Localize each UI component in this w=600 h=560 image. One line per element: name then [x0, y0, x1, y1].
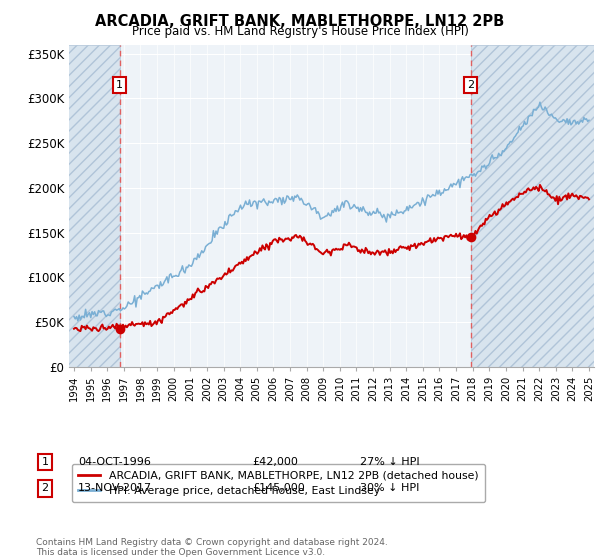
- Text: 1: 1: [41, 457, 49, 467]
- Text: 13-NOV-2017: 13-NOV-2017: [78, 483, 152, 493]
- Text: 04-OCT-1996: 04-OCT-1996: [78, 457, 151, 467]
- Text: 27% ↓ HPI: 27% ↓ HPI: [360, 457, 419, 467]
- Text: £145,000: £145,000: [252, 483, 305, 493]
- Text: 1: 1: [116, 80, 123, 90]
- Bar: [65, 45, 119, 367]
- Text: Contains HM Land Registry data © Crown copyright and database right 2024.
This d: Contains HM Land Registry data © Crown c…: [36, 538, 388, 557]
- Legend: ARCADIA, GRIFT BANK, MABLETHORPE, LN12 2PB (detached house), HPI: Average price,: ARCADIA, GRIFT BANK, MABLETHORPE, LN12 2…: [72, 464, 485, 502]
- Text: £42,000: £42,000: [252, 457, 298, 467]
- Bar: [470, 45, 598, 367]
- Text: 2: 2: [41, 483, 49, 493]
- Text: 2: 2: [467, 80, 474, 90]
- Text: Price paid vs. HM Land Registry's House Price Index (HPI): Price paid vs. HM Land Registry's House …: [131, 25, 469, 38]
- Text: 30% ↓ HPI: 30% ↓ HPI: [360, 483, 419, 493]
- Text: ARCADIA, GRIFT BANK, MABLETHORPE, LN12 2PB: ARCADIA, GRIFT BANK, MABLETHORPE, LN12 2…: [95, 14, 505, 29]
